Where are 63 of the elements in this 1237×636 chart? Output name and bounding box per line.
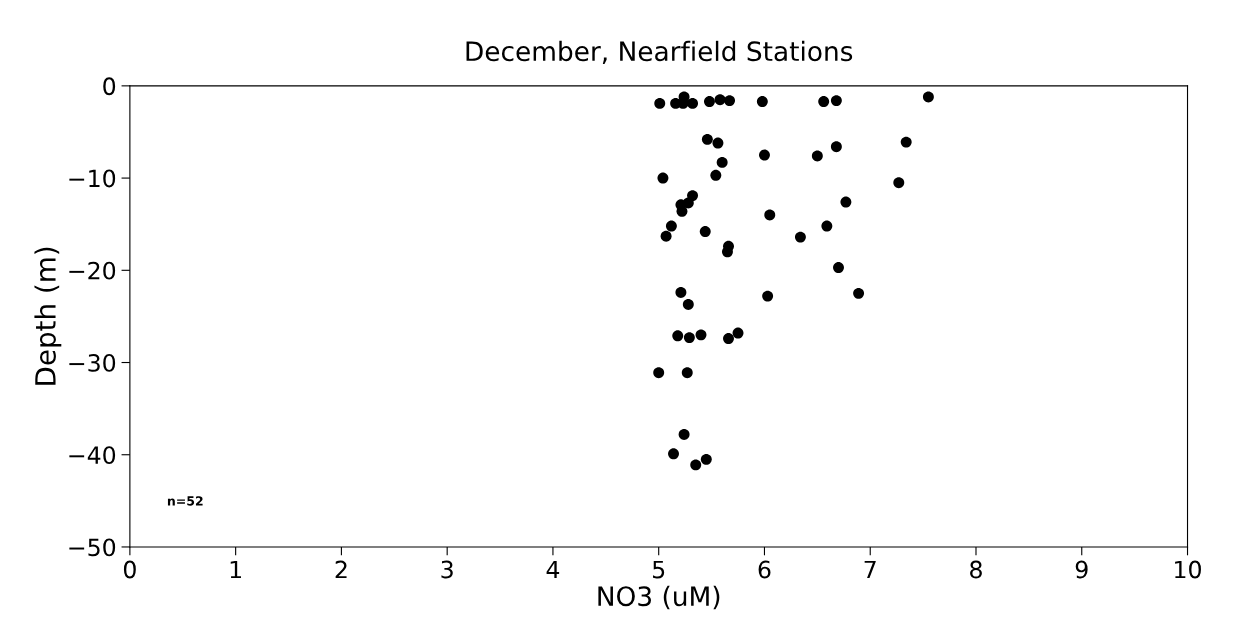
point [683,332,695,344]
point [716,156,728,168]
y-tick-label: −50 [69,538,116,557]
x-tick-label: 10 [1175,560,1201,579]
point [665,220,677,232]
point [704,96,715,108]
x-tick-label: 6 [758,560,771,579]
point [710,169,722,181]
y-tick-label: −40 [69,446,116,465]
x-tick-label: 7 [864,560,876,579]
point [654,97,666,109]
point [922,91,934,103]
x-axis-title: NO3 (uM) [598,585,720,610]
point [818,96,830,108]
y-axis-title: Depth (m) [34,247,62,385]
point [764,209,776,221]
point [830,141,842,153]
point [687,97,699,109]
point [701,133,713,145]
x-tick-label: 2 [335,560,347,579]
point [762,290,774,302]
point [900,136,912,148]
point [690,459,702,471]
point [695,329,707,341]
point [700,453,712,465]
point [712,137,724,149]
point [893,177,905,189]
x-tick-label: 9 [1075,560,1088,579]
point [699,226,711,238]
y-tick-label: −30 [69,353,116,372]
y-tick-label: −20 [69,261,116,280]
point [853,287,865,299]
point [759,149,770,161]
point [794,231,806,243]
point [682,298,694,310]
point [675,286,687,298]
x-tick-label: 1 [230,560,241,579]
y-tick-label: 0 [103,77,116,96]
point [687,190,699,202]
point [811,150,823,162]
point [830,95,842,107]
point [756,96,768,108]
point [840,196,852,208]
point [833,262,844,273]
x-tick-label: 5 [653,560,665,579]
point [821,220,833,232]
annotation: n=52 [167,496,203,506]
point [678,428,690,440]
point [653,367,665,379]
point [681,367,693,379]
point [672,330,684,342]
point [723,333,734,345]
x-tick-label: 0 [123,560,136,579]
chart-title: December, Nearfield Stations [466,40,853,64]
point [724,95,736,107]
x-tick-label: 8 [970,560,982,579]
point [668,448,679,460]
x-tick-label: 3 [441,560,453,579]
point [657,172,669,184]
point [660,230,672,242]
point [732,327,744,339]
y-tick-label: −10 [69,169,116,188]
x-tick-label: 4 [546,560,560,579]
